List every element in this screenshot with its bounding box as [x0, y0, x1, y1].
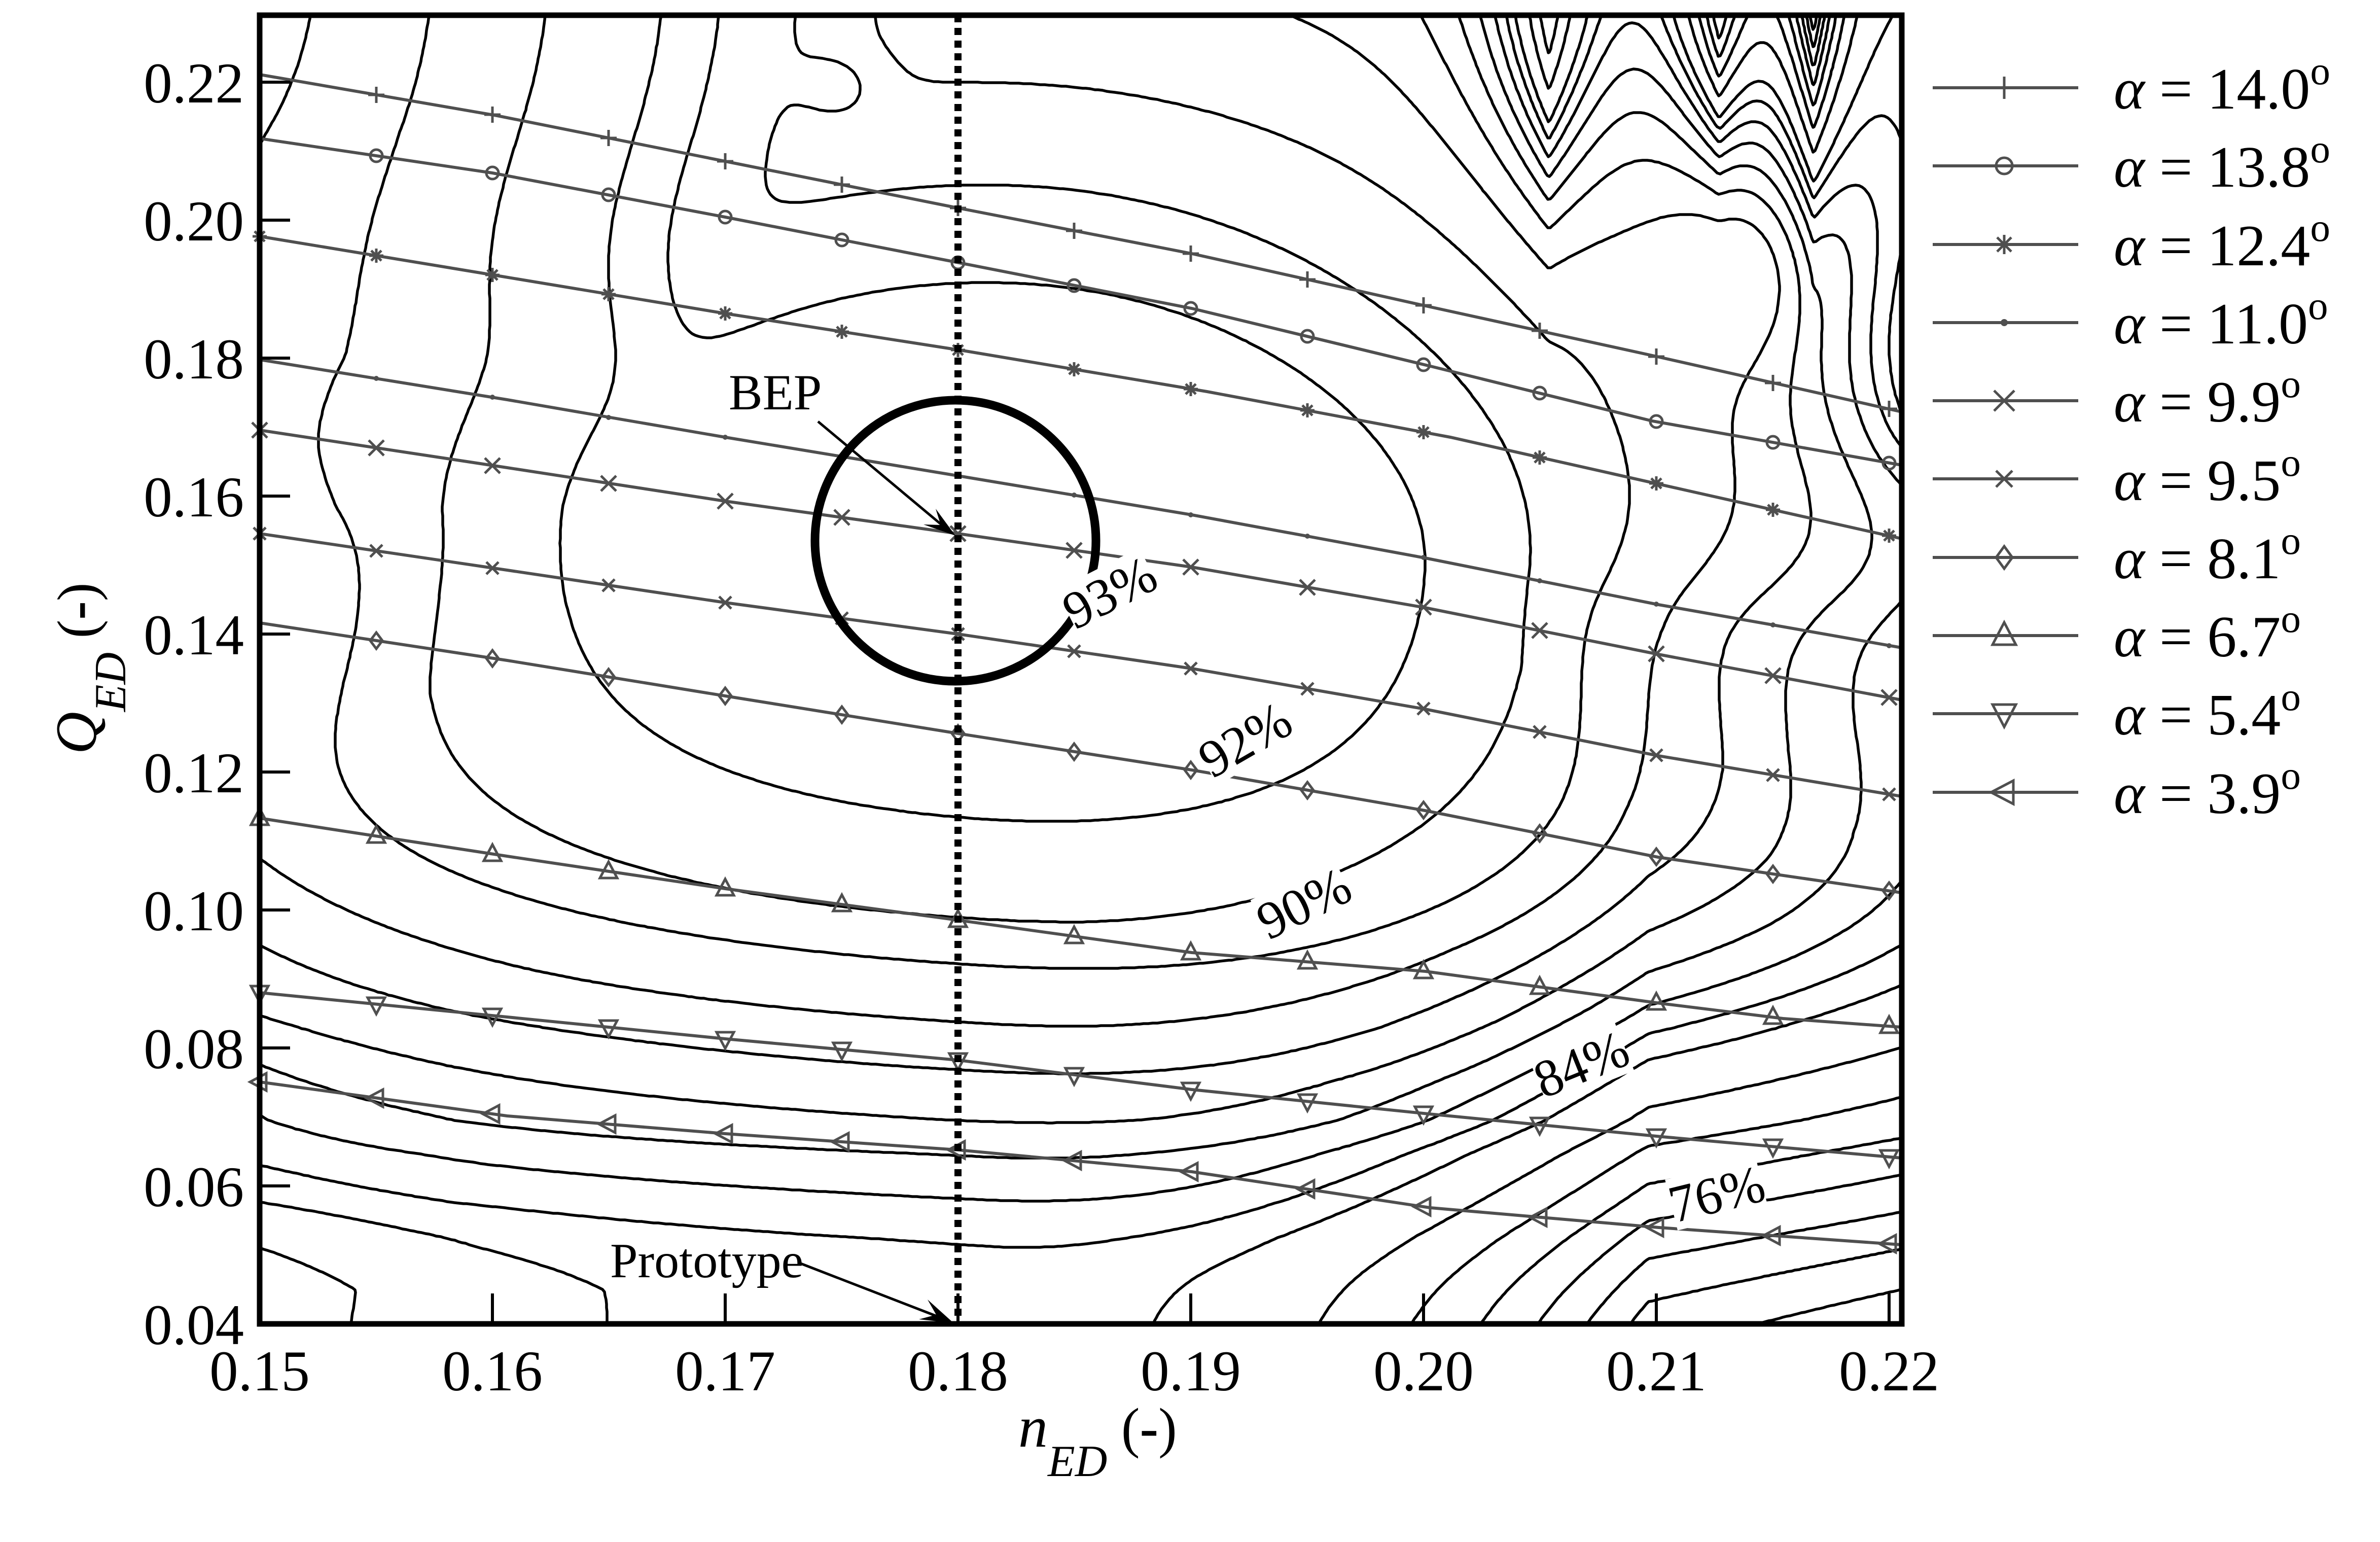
svg-text:Prototype: Prototype — [610, 1234, 803, 1288]
svg-text:α = 5.4o: α = 5.4o — [2114, 675, 2301, 748]
svg-text:0.21: 0.21 — [1606, 1340, 1707, 1403]
svg-text:α = 14.0o: α = 14.0o — [2114, 49, 2330, 122]
svg-text:0.16: 0.16 — [442, 1340, 543, 1403]
svg-text:0.10: 0.10 — [144, 880, 244, 943]
svg-text:0.19: 0.19 — [1141, 1340, 1241, 1403]
svg-text:0.20: 0.20 — [144, 190, 244, 253]
svg-text:0.20: 0.20 — [1373, 1340, 1474, 1403]
svg-text:α = 3.9o: α = 3.9o — [2114, 754, 2301, 826]
svg-text:0.14: 0.14 — [144, 604, 244, 667]
svg-text:0.16: 0.16 — [144, 466, 244, 529]
svg-text:0.17: 0.17 — [675, 1340, 775, 1403]
svg-text:α = 9.9o: α = 9.9o — [2114, 362, 2301, 435]
svg-text:α = 8.1o: α = 8.1o — [2114, 519, 2301, 591]
svg-text:α = 9.5o: α = 9.5o — [2114, 441, 2301, 513]
svg-text:0.08: 0.08 — [144, 1018, 244, 1081]
svg-text:0.18: 0.18 — [908, 1340, 1008, 1403]
svg-text:0.06: 0.06 — [144, 1155, 244, 1219]
svg-text:α = 11.0o: α = 11.0o — [2114, 284, 2328, 357]
svg-text:α = 13.8o: α = 13.8o — [2114, 127, 2330, 200]
svg-text:QED (-): QED (-) — [44, 582, 135, 754]
svg-text:BEP: BEP — [729, 364, 822, 420]
svg-text:0.12: 0.12 — [144, 742, 244, 805]
svg-text:α = 6.7o: α = 6.7o — [2114, 597, 2301, 670]
svg-text:0.18: 0.18 — [144, 328, 244, 391]
svg-text:nED (-): nED (-) — [1018, 1395, 1177, 1486]
svg-text:α = 12.4o: α = 12.4o — [2114, 206, 2330, 278]
svg-text:0.22: 0.22 — [1839, 1340, 1939, 1403]
svg-text:0.15: 0.15 — [209, 1340, 310, 1403]
svg-text:0.22: 0.22 — [144, 52, 244, 115]
svg-text:0.04: 0.04 — [144, 1293, 244, 1357]
